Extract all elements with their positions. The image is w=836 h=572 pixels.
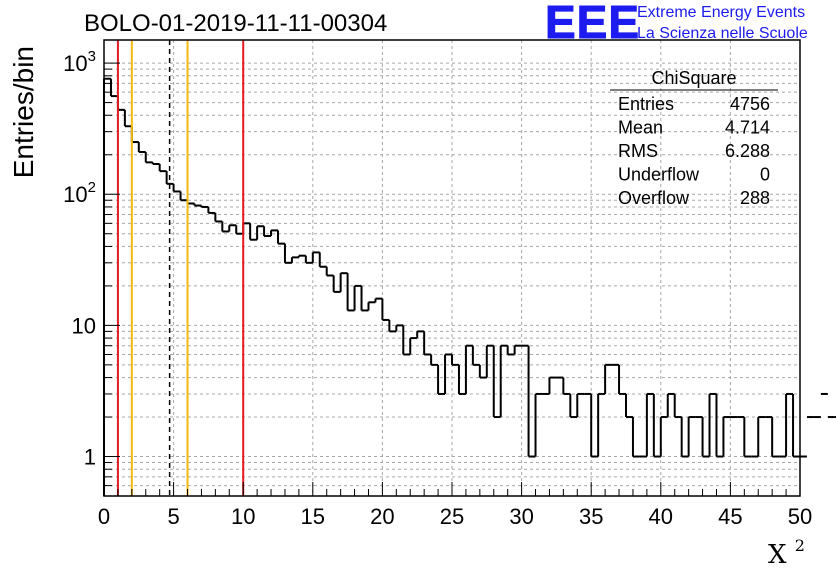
x-tick-label: 30 [509,504,533,529]
stats-value: 4756 [730,94,770,114]
y-axis-label: Entries/bin [8,46,39,178]
stats-box: ChiSquare Entries 4756 Mean 4.714 RMS 6.288 Und… [610,68,778,208]
stats-label: Overflow [618,188,690,208]
x-axis-label: X 2 [768,536,805,570]
stats-value: 6.288 [725,141,770,161]
x-tick-label: 25 [440,504,464,529]
grid-lines [104,40,800,496]
stats-value: 288 [740,188,770,208]
stats-title: ChiSquare [651,68,736,88]
x-tick-label: 10 [231,504,255,529]
logo-line-2: La Scienza nelle Scuole [637,25,808,42]
stats-label: RMS [618,141,658,161]
vertical-marker-lines [116,40,245,496]
x-tick-label: 15 [301,504,325,529]
stats-value: 0 [760,165,770,185]
x-tick-label: 0 [98,504,110,529]
y-tick-label: 10 [72,313,96,338]
axis-ticks: 0 5 10 15 20 25 30 35 40 45 50 1 10 102 103 [63,48,812,529]
x-tick-label: 20 [370,504,394,529]
chart-title: BOLO-01-2019-11-11-00304 [84,10,388,37]
x-tick-label: 45 [718,504,742,529]
stats-label: Mean [618,118,663,138]
y-tick-label: 1 [84,445,96,470]
x-tick-label: 50 [788,504,812,529]
stats-value: 4.714 [725,118,770,138]
histogram-bars [103,77,836,496]
eee-logo: EEE Extreme Energy Events La Scienza nel… [544,0,835,49]
x-tick-label: 5 [167,504,179,529]
stats-label: Underflow [618,165,700,185]
y-tick-label: 103 [63,48,96,76]
logo-line-1: Extreme Energy Events [637,4,806,21]
stats-label: Entries [618,94,674,114]
y-tick-label: 102 [63,179,96,207]
x-tick-label: 35 [579,504,603,529]
x-tick-label: 40 [649,504,673,529]
